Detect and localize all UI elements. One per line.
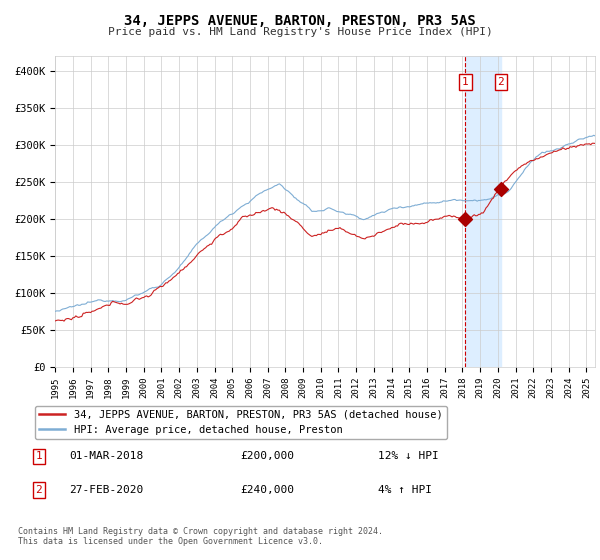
Text: £200,000: £200,000 bbox=[240, 451, 294, 461]
Text: Contains HM Land Registry data © Crown copyright and database right 2024.
This d: Contains HM Land Registry data © Crown c… bbox=[18, 526, 383, 546]
Text: 1: 1 bbox=[35, 451, 43, 461]
Text: 2: 2 bbox=[497, 77, 504, 87]
Point bbox=[461, 214, 470, 223]
Text: 4% ↑ HPI: 4% ↑ HPI bbox=[378, 485, 432, 495]
Text: 1: 1 bbox=[462, 77, 469, 87]
Text: 2: 2 bbox=[35, 485, 43, 495]
Text: 27-FEB-2020: 27-FEB-2020 bbox=[69, 485, 143, 495]
Point bbox=[496, 185, 505, 194]
Text: 12% ↓ HPI: 12% ↓ HPI bbox=[378, 451, 439, 461]
Bar bbox=[466, 56, 500, 367]
Text: 01-MAR-2018: 01-MAR-2018 bbox=[69, 451, 143, 461]
Text: Price paid vs. HM Land Registry's House Price Index (HPI): Price paid vs. HM Land Registry's House … bbox=[107, 27, 493, 37]
Text: £240,000: £240,000 bbox=[240, 485, 294, 495]
Legend: 34, JEPPS AVENUE, BARTON, PRESTON, PR3 5AS (detached house), HPI: Average price,: 34, JEPPS AVENUE, BARTON, PRESTON, PR3 5… bbox=[35, 405, 446, 439]
Text: 34, JEPPS AVENUE, BARTON, PRESTON, PR3 5AS: 34, JEPPS AVENUE, BARTON, PRESTON, PR3 5… bbox=[124, 14, 476, 28]
